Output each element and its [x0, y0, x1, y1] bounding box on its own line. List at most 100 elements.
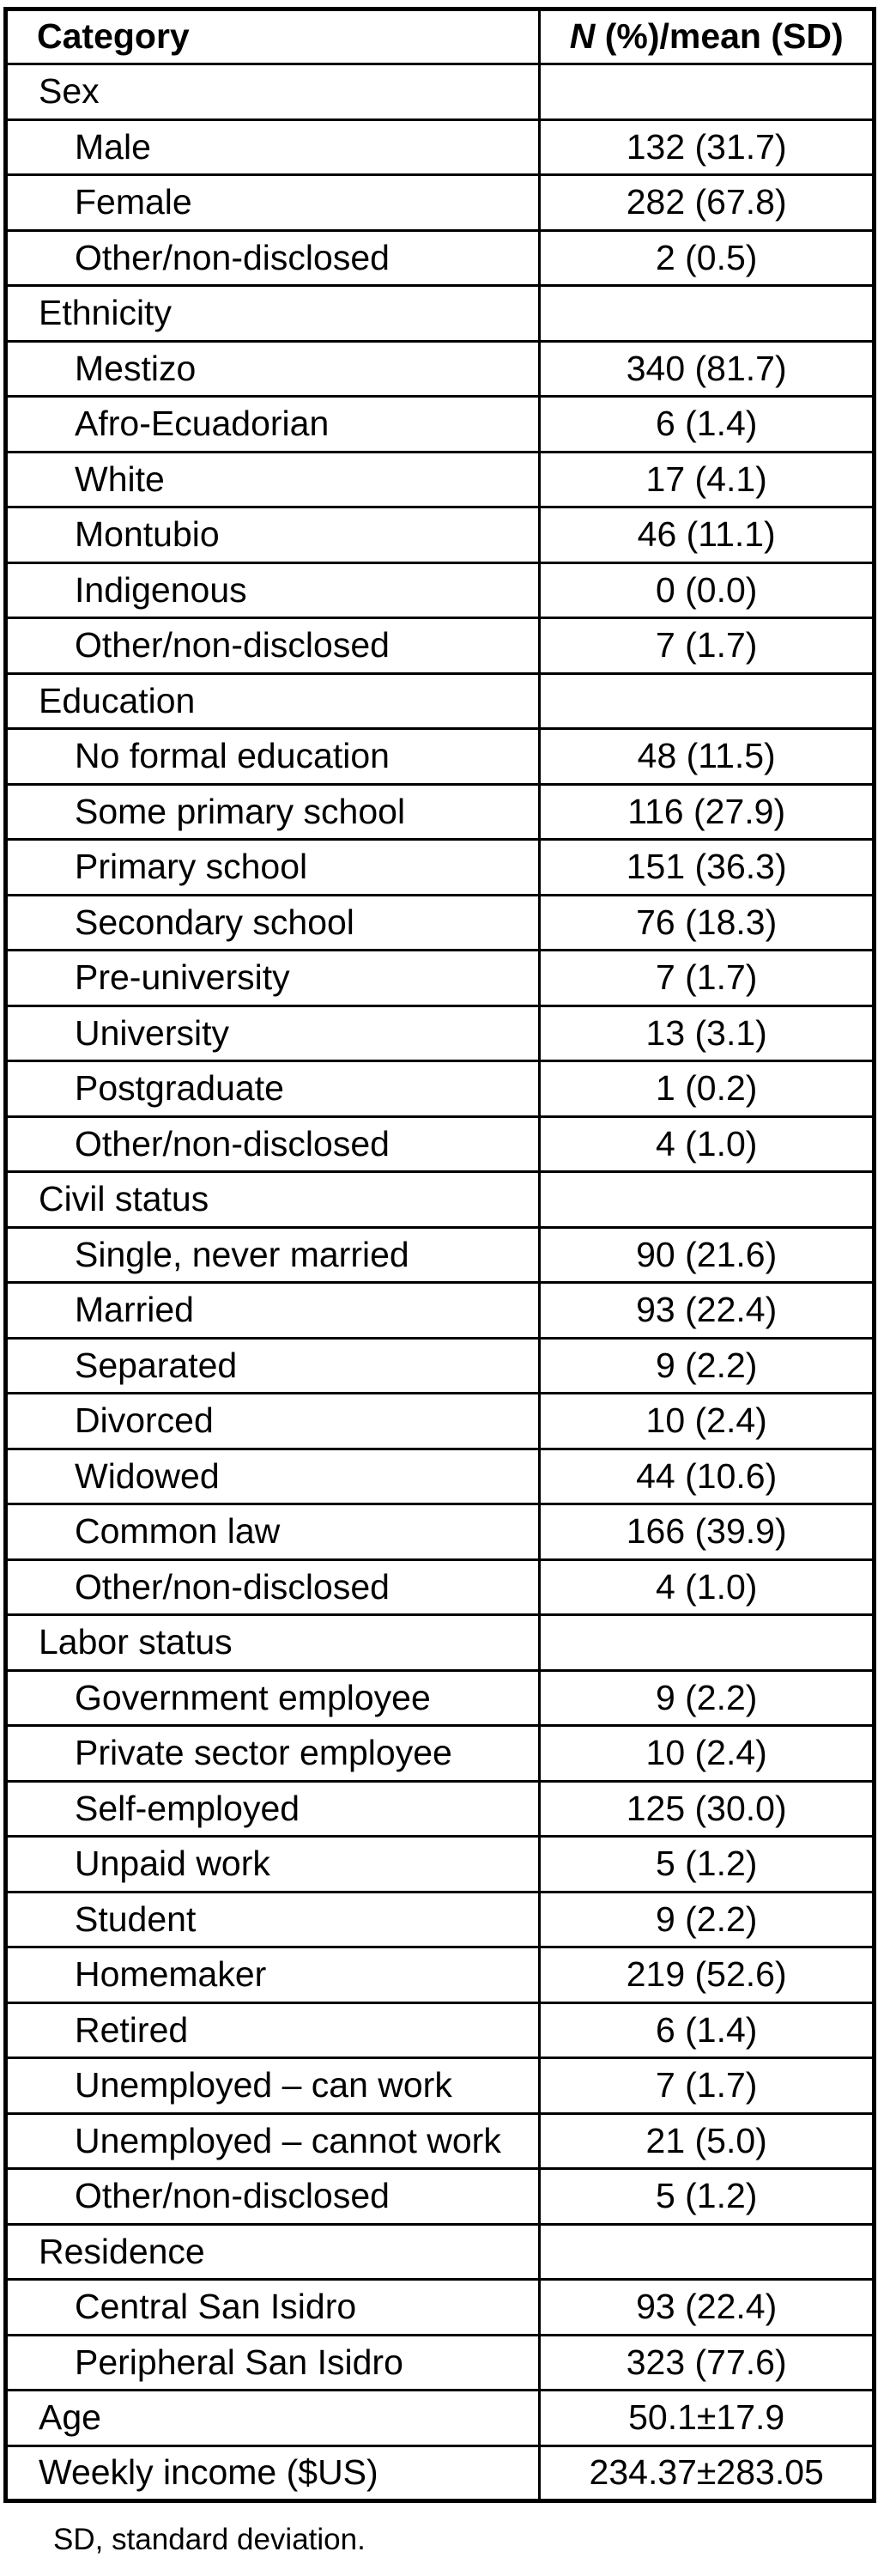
row-label: Unpaid work — [3, 1835, 542, 1893]
table-row: Some primary school 116 (27.9) — [3, 782, 875, 841]
row-value: 7 (1.7) — [538, 617, 875, 675]
table-row: Sex — [3, 63, 875, 121]
table-row: Mestizo 340 (81.7) — [3, 339, 875, 398]
table-row: Common law 166 (39.9) — [3, 1503, 875, 1561]
row-label: Self-employed — [3, 1779, 542, 1838]
table-row: Widowed 44 (10.6) — [3, 1447, 875, 1505]
row-label: Single, never married — [3, 1225, 542, 1284]
row-label: Female — [3, 173, 542, 232]
row-value: 13 (3.1) — [538, 1004, 875, 1062]
row-value: 7 (1.7) — [538, 949, 875, 1007]
row-label: Secondary school — [3, 893, 542, 951]
row-value: 323 (77.6) — [538, 2333, 875, 2391]
row-value: 116 (27.9) — [538, 782, 875, 841]
row-label: University — [3, 1004, 542, 1062]
row-value: 10 (2.4) — [538, 1392, 875, 1450]
table-row: Divorced 10 (2.4) — [3, 1392, 875, 1450]
table-row: Civil status — [3, 1170, 875, 1229]
row-value — [538, 63, 875, 121]
row-label: Unemployed – cannot work — [3, 2111, 542, 2170]
row-value: 9 (2.2) — [538, 1668, 875, 1727]
table-row: No formal education 48 (11.5) — [3, 727, 875, 786]
header-category: Category — [3, 8, 542, 65]
table-row: Secondary school 76 (18.3) — [3, 893, 875, 951]
table-row: Ethnicity — [3, 284, 875, 343]
header-value-n: N — [569, 16, 596, 57]
table-row: Other/non-disclosed 4 (1.0) — [3, 1558, 875, 1616]
table-body: Sex Male 132 (31.7) Female 282 (67.8) Ot… — [3, 63, 875, 2502]
row-label: Residence — [3, 2222, 542, 2281]
table-row: Homemaker 219 (52.6) — [3, 1946, 875, 2004]
row-label: Sex — [3, 63, 542, 121]
row-label: Central San Isidro — [3, 2278, 542, 2336]
row-label: Afro-Ecuadorian — [3, 395, 542, 453]
table-row: Separated 9 (2.2) — [3, 1336, 875, 1394]
row-label: Some primary school — [3, 782, 542, 841]
table-row: Peripheral San Isidro 323 (77.6) — [3, 2333, 875, 2391]
row-label: Private sector employee — [3, 1724, 542, 1783]
table-row: Government employee 9 (2.2) — [3, 1668, 875, 1727]
footnote: SD, standard deviation. — [53, 2523, 366, 2556]
row-value — [538, 1170, 875, 1229]
row-label: Male — [3, 118, 542, 176]
row-label: Other/non-disclosed — [3, 1558, 542, 1616]
row-value: 234.37±283.05 — [538, 2444, 875, 2502]
row-value: 1 (0.2) — [538, 1060, 875, 1118]
table-row: Indigenous 0 (0.0) — [3, 561, 875, 619]
row-label: Other/non-disclosed — [3, 617, 542, 675]
row-label: Ethnicity — [3, 284, 542, 343]
table-row: Private sector employee 10 (2.4) — [3, 1724, 875, 1783]
row-label: Primary school — [3, 838, 542, 896]
table-row: Unemployed – cannot work 21 (5.0) — [3, 2111, 875, 2170]
table-row: Unpaid work 5 (1.2) — [3, 1835, 875, 1893]
row-value: 2 (0.5) — [538, 228, 875, 287]
row-value: 219 (52.6) — [538, 1946, 875, 2004]
row-value: 4 (1.0) — [538, 1115, 875, 1173]
row-label: Separated — [3, 1336, 542, 1394]
row-label: Montubio — [3, 506, 542, 564]
table-row: Labor status — [3, 1613, 875, 1672]
table-row: Age 50.1±17.9 — [3, 2389, 875, 2447]
row-label: Other/non-disclosed — [3, 228, 542, 287]
table-row: Residence — [3, 2222, 875, 2281]
row-label: Divorced — [3, 1392, 542, 1450]
table-row: Weekly income ($US) 234.37±283.05 — [3, 2444, 875, 2502]
row-value: 93 (22.4) — [538, 1281, 875, 1340]
table-row: Montubio 46 (11.1) — [3, 506, 875, 564]
demographics-table: Category N (%)/mean (SD) Sex Male 132 (3… — [3, 7, 876, 2503]
row-value: 125 (30.0) — [538, 1779, 875, 1838]
row-value: 132 (31.7) — [538, 118, 875, 176]
row-value: 90 (21.6) — [538, 1225, 875, 1284]
row-label: Homemaker — [3, 1946, 542, 2004]
row-value: 4 (1.0) — [538, 1558, 875, 1616]
row-value: 5 (1.2) — [538, 1835, 875, 1893]
row-value: 282 (67.8) — [538, 173, 875, 232]
row-label: Common law — [3, 1503, 542, 1561]
row-value: 0 (0.0) — [538, 561, 875, 619]
row-value: 6 (1.4) — [538, 395, 875, 453]
table-row: Retired 6 (1.4) — [3, 2001, 875, 2059]
row-value: 340 (81.7) — [538, 339, 875, 398]
row-value — [538, 671, 875, 730]
row-value: 44 (10.6) — [538, 1447, 875, 1505]
row-value — [538, 2222, 875, 2281]
header-value: N (%)/mean (SD) — [538, 8, 875, 65]
row-value: 7 (1.7) — [538, 2057, 875, 2115]
table-row: Central San Isidro 93 (22.4) — [3, 2278, 875, 2336]
table-row: Education — [3, 671, 875, 730]
row-value: 48 (11.5) — [538, 727, 875, 786]
row-label: Postgraduate — [3, 1060, 542, 1118]
row-label: Other/non-disclosed — [3, 1115, 542, 1173]
row-label: Widowed — [3, 1447, 542, 1505]
row-label: Student — [3, 1890, 542, 1948]
row-value: 50.1±17.9 — [538, 2389, 875, 2447]
row-label: No formal education — [3, 727, 542, 786]
table-row: Student 9 (2.2) — [3, 1890, 875, 1948]
row-label: Unemployed – can work — [3, 2057, 542, 2115]
row-label: Peripheral San Isidro — [3, 2333, 542, 2391]
row-label: Retired — [3, 2001, 542, 2059]
row-value: 9 (2.2) — [538, 1336, 875, 1394]
table-row: Other/non-disclosed 7 (1.7) — [3, 617, 875, 675]
row-value: 9 (2.2) — [538, 1890, 875, 1948]
